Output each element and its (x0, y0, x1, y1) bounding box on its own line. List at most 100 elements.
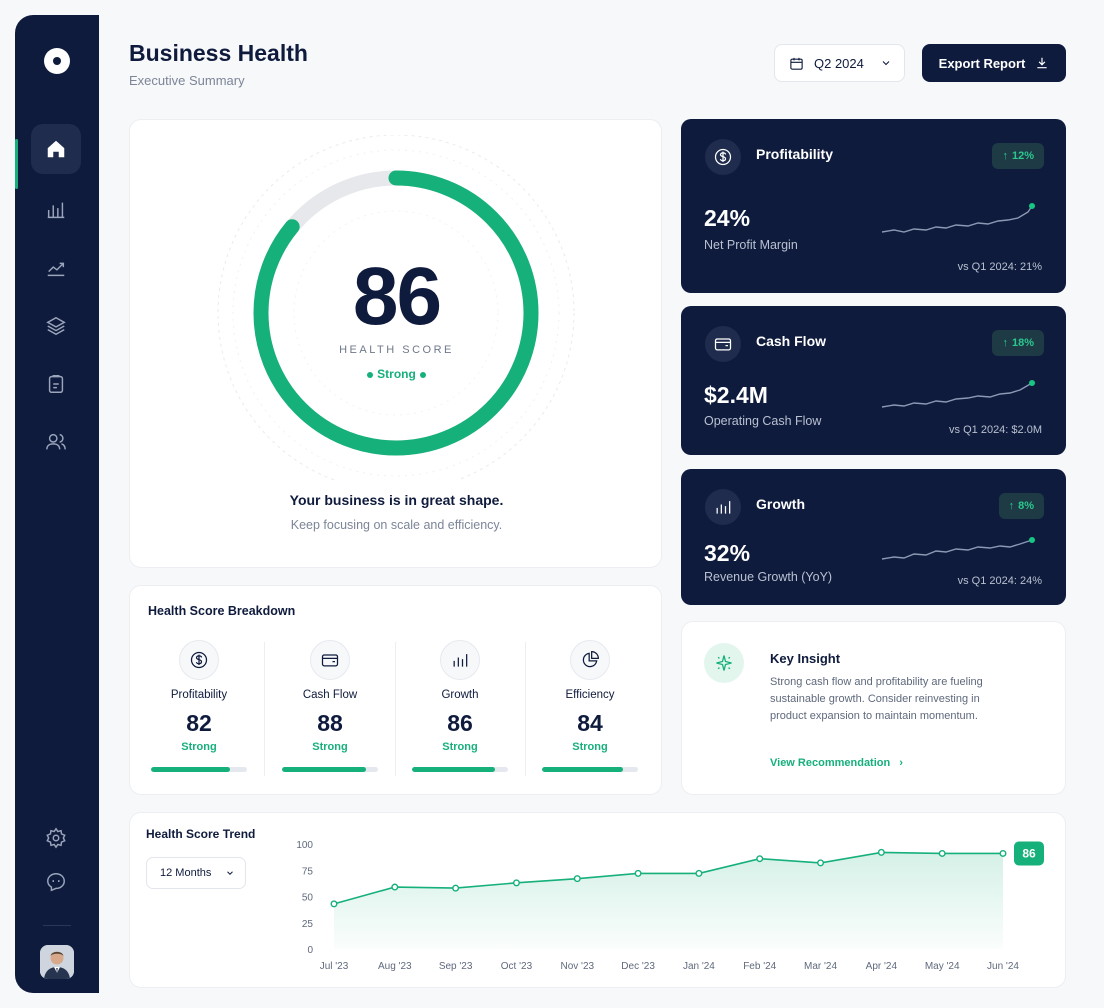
trend-point[interactable] (330, 900, 338, 908)
health-score-status: Strong (130, 367, 663, 381)
metric-card-growth[interactable]: Growth ↑ 8% 32% Revenue Growth (YoY) vs Q… (681, 469, 1066, 605)
user-photo-icon (40, 945, 74, 979)
breakdown-item-profitability[interactable]: Profitability 82 Strong (134, 640, 264, 780)
breakdown-divider (395, 642, 396, 776)
sparkle-icon (704, 643, 744, 683)
x-tick-label: May '24 (925, 961, 960, 972)
breakdown-status: Strong (442, 741, 478, 753)
trend-point[interactable] (695, 869, 703, 877)
breakdown-score: 82 (186, 710, 212, 736)
nav-layers[interactable] (31, 301, 81, 351)
view-recommendation-link[interactable]: View Recommendation › (770, 757, 903, 769)
export-report-label: Export Report (938, 55, 1026, 71)
calendar-icon (790, 57, 803, 70)
health-score-value: 86 (352, 251, 442, 342)
y-tick-label: 75 (302, 866, 314, 877)
trend-point[interactable] (573, 875, 581, 883)
dollar-icon (179, 640, 219, 680)
metric-compare: vs Q1 2024: 24% (957, 575, 1042, 587)
trend-point[interactable] (999, 849, 1007, 857)
y-tick-label: 25 (302, 919, 314, 930)
x-tick-label: Jan '24 (683, 961, 715, 972)
breakdown-divider (525, 642, 526, 776)
metric-card-profitability[interactable]: Profitability ↑ 12% 24% Net Profit Margin… (681, 119, 1066, 293)
support-chat-icon (47, 873, 65, 892)
y-tick-label: 0 (307, 945, 313, 956)
view-recommendation-label: View Recommendation (770, 757, 891, 769)
metric-change-value: 18% (1011, 337, 1034, 349)
breakdown-name: Efficiency (565, 689, 615, 701)
nav-home[interactable] (31, 124, 81, 174)
trend-point[interactable] (391, 883, 399, 891)
period-select[interactable]: Q2 2024 (774, 44, 905, 82)
trend-line (333, 851, 1003, 905)
sidebar-divider (43, 925, 71, 926)
trend-point[interactable] (512, 879, 520, 887)
nav-users[interactable] (31, 417, 81, 467)
health-score-breakdown: Health Score Breakdown Profitability 82 … (129, 585, 662, 795)
trend-point[interactable] (817, 859, 825, 867)
bar-chart-icon (705, 489, 741, 525)
metric-label: Net Profit Margin (704, 238, 798, 252)
chevron-down-icon (227, 871, 234, 875)
metric-title: Cash Flow (756, 333, 827, 349)
home-icon (47, 140, 65, 158)
nav-support[interactable] (31, 857, 81, 907)
sparkline-cash-flow (881, 380, 1035, 408)
breakdown-item-cash-flow[interactable]: Cash Flow 88 Strong (265, 640, 395, 780)
x-tick-label: Feb '24 (743, 961, 776, 972)
metric-value: 32% (704, 540, 751, 566)
nav-trends[interactable] (31, 243, 81, 293)
arrow-up-icon: ↑ (1002, 150, 1008, 162)
trend-point[interactable] (634, 869, 642, 877)
chevron-right-icon: › (899, 757, 903, 769)
key-insight-card: Key Insight Strong cash flow and profita… (681, 621, 1066, 795)
health-score-label: HEALTH SCORE (339, 344, 454, 356)
metric-card-cash-flow[interactable]: Cash Flow ↑ 18% $2.4M Operating Cash Flow… (681, 306, 1066, 455)
arrow-up-icon: ↑ (1008, 500, 1015, 512)
breakdown-item-efficiency[interactable]: Efficiency 84 Strong (525, 640, 655, 780)
x-tick-label: Dec '23 (621, 961, 655, 972)
y-tick-label: 50 (302, 893, 314, 904)
breakdown-progress (282, 767, 378, 772)
sparkline-growth (881, 537, 1035, 560)
users-icon (46, 433, 66, 450)
metric-change-badge: ↑ 12% (992, 143, 1044, 169)
active-indicator (15, 139, 18, 189)
nav-reports[interactable] (31, 359, 81, 409)
metric-value: $2.4M (704, 382, 768, 408)
metric-label: Operating Cash Flow (704, 414, 822, 428)
settings-icon (46, 827, 66, 849)
breakdown-item-growth[interactable]: Growth 86 Strong (395, 640, 525, 780)
export-report-button[interactable]: Export Report (922, 44, 1066, 82)
trend-point[interactable] (877, 848, 885, 856)
trend-point[interactable] (756, 855, 764, 863)
metric-value: 24% (704, 205, 751, 231)
sparkline-profitability (881, 203, 1035, 233)
avatar[interactable] (40, 945, 74, 979)
trend-range-select[interactable]: 12 Months (146, 857, 246, 889)
bar-chart-icon (47, 202, 65, 219)
breakdown-status: Strong (181, 741, 217, 753)
health-score-trend-card: Health Score Trend 12 Months 0 25 50 75 100 … (129, 812, 1066, 988)
trend-title: Health Score Trend (146, 827, 256, 841)
breakdown-score: 88 (317, 710, 343, 736)
health-score-trend-chart: 0 25 50 75 100 Jul '23 Aug '23 Sep '23 Oct '23 N… (296, 840, 1044, 972)
y-tick-label: 100 (296, 840, 313, 851)
trend-point[interactable] (938, 849, 946, 857)
health-status-text: Strong (377, 367, 416, 381)
page-subtitle: Executive Summary (129, 73, 245, 88)
breakdown-divider (264, 642, 265, 776)
nav-analytics[interactable] (31, 185, 81, 235)
arrow-up-icon: ↑ (1002, 337, 1008, 349)
breakdown-score: 86 (447, 710, 473, 736)
nav-settings[interactable] (31, 813, 81, 863)
breakdown-progress (412, 767, 508, 772)
health-hint: Keep focusing on scale and efficiency. (290, 518, 503, 532)
metric-compare: vs Q1 2024: $2.0M (949, 424, 1042, 436)
trend-point[interactable] (452, 884, 460, 892)
breakdown-name: Profitability (170, 689, 228, 701)
page-title: Business Health (129, 40, 308, 66)
trend-end-badge (1014, 841, 1044, 866)
logo-icon (44, 48, 70, 74)
